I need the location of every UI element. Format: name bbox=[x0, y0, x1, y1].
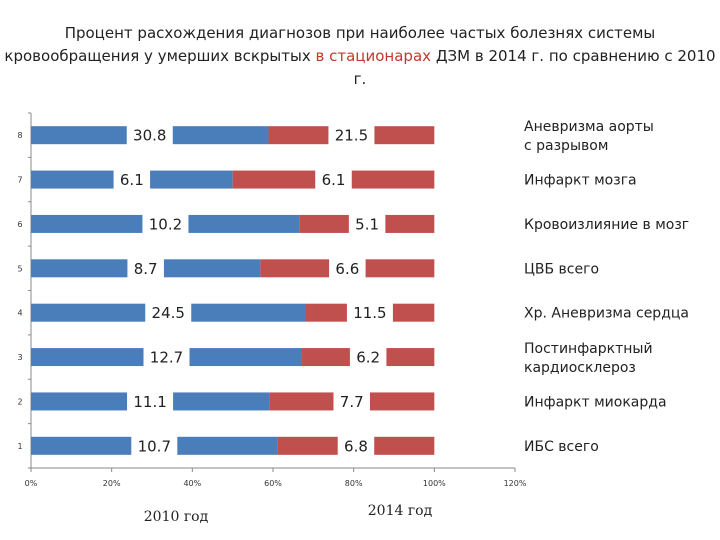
category-label: Постинфарктный кардиосклероз bbox=[524, 341, 653, 376]
data-label-2014: 6.6 bbox=[335, 260, 359, 278]
data-label-box-2010 bbox=[145, 302, 192, 323]
chart-title-line2-end: ДЗМ в 2014 г. по сравнению с 2010 г. bbox=[353, 47, 716, 88]
category-label: Инфаркт миокарда bbox=[524, 394, 667, 410]
data-label-2010: 6.1 bbox=[120, 171, 144, 189]
category-label: Хр. Аневризма сердца bbox=[524, 306, 689, 322]
x-tick-label: 0% bbox=[25, 479, 38, 488]
chart-title-line2: кровообращения у умерших вскрытых в стац… bbox=[0, 45, 720, 91]
chart-title-line2-start: кровообращения у умерших вскрытых bbox=[4, 47, 311, 65]
data-label-box-2014 bbox=[346, 302, 393, 323]
data-label-box-2014 bbox=[337, 435, 375, 456]
y-tick-label: 4 bbox=[17, 309, 22, 318]
data-label-box-2014 bbox=[348, 213, 386, 234]
data-label-box-2010 bbox=[142, 213, 189, 234]
x-tick-label: 40% bbox=[183, 479, 201, 488]
data-label-box-2014 bbox=[349, 347, 387, 368]
chart-bars bbox=[31, 126, 435, 455]
chart-category-labels: ИБС всего Инфаркт миокарда Постинфарктный к… bbox=[524, 119, 689, 455]
chart-title: Процент расхождения диагнозов при наибол… bbox=[0, 22, 720, 91]
data-label-2014: 21.5 bbox=[335, 127, 368, 145]
data-label-2014: 6.1 bbox=[322, 171, 346, 189]
x-tick-label: 80% bbox=[345, 479, 363, 488]
data-label-box-2014 bbox=[329, 258, 366, 279]
chart-title-line1: Процент расхождения диагнозов при наибол… bbox=[64, 24, 656, 42]
data-label-2010: 11.1 bbox=[133, 393, 166, 411]
chart-data-labels: 10.7 6.8 11.1 7.7 12.7 6.2 24.5 11.5 8.7 6.6 10.2 5… bbox=[113, 125, 393, 456]
y-tick-label: 1 bbox=[17, 442, 22, 451]
data-label-2010: 8.7 bbox=[134, 260, 158, 278]
data-label-box-2014 bbox=[333, 391, 370, 412]
data-label-2010: 10.2 bbox=[149, 215, 182, 233]
x-tick-label: 20% bbox=[103, 479, 121, 488]
data-label-2010: 12.7 bbox=[150, 349, 183, 367]
x-tick-label: 60% bbox=[264, 479, 282, 488]
y-tick-label: 6 bbox=[17, 220, 22, 229]
y-tick-label: 5 bbox=[17, 264, 22, 273]
category-label: Аневризма аорты с разрывом bbox=[524, 119, 654, 154]
data-label-box-2010 bbox=[113, 169, 151, 190]
data-label-2014: 7.7 bbox=[340, 393, 364, 411]
y-tick-label: 8 bbox=[17, 131, 22, 140]
chart-axes bbox=[28, 112, 516, 472]
y-tick-label: 3 bbox=[17, 353, 22, 362]
legend-label-2014: 2014 год bbox=[368, 503, 433, 519]
x-tick-label: 100% bbox=[423, 479, 446, 488]
data-label-2014: 5.1 bbox=[355, 215, 379, 233]
chart-tick-labels: 0% 20% 40% 60% 80% 100% 120% 1 2 3 4 5 6 7 8 bbox=[17, 131, 526, 488]
data-label-2014: 6.8 bbox=[344, 437, 368, 455]
category-label: Инфаркт мозга bbox=[524, 173, 637, 189]
data-label-box-2014 bbox=[315, 169, 352, 190]
category-label: ЦВБ всего bbox=[524, 261, 599, 277]
data-label-2010: 10.7 bbox=[138, 437, 171, 455]
category-label: ИБС всего bbox=[524, 439, 599, 455]
data-label-2010: 30.8 bbox=[133, 127, 166, 145]
y-tick-label: 2 bbox=[17, 397, 22, 406]
legend-label-2010: 2010 год bbox=[144, 509, 209, 525]
y-tick-label: 7 bbox=[17, 176, 22, 185]
data-label-box-2010 bbox=[127, 258, 164, 279]
data-label-2014: 6.2 bbox=[356, 349, 380, 367]
data-label-2010: 24.5 bbox=[152, 304, 185, 322]
data-label-box-2010 bbox=[131, 435, 178, 456]
category-label: Кровоизлияние в мозг bbox=[524, 217, 689, 233]
data-label-box-2014 bbox=[328, 125, 375, 146]
x-tick-label: 120% bbox=[504, 479, 527, 488]
data-label-box-2010 bbox=[143, 347, 190, 368]
chart-title-highlight: в стационарах bbox=[315, 47, 432, 65]
data-label-box-2010 bbox=[126, 125, 173, 146]
data-label-2014: 11.5 bbox=[353, 304, 386, 322]
data-label-box-2010 bbox=[127, 391, 174, 412]
chart-legend: 2010 год 2014 год bbox=[144, 503, 433, 525]
